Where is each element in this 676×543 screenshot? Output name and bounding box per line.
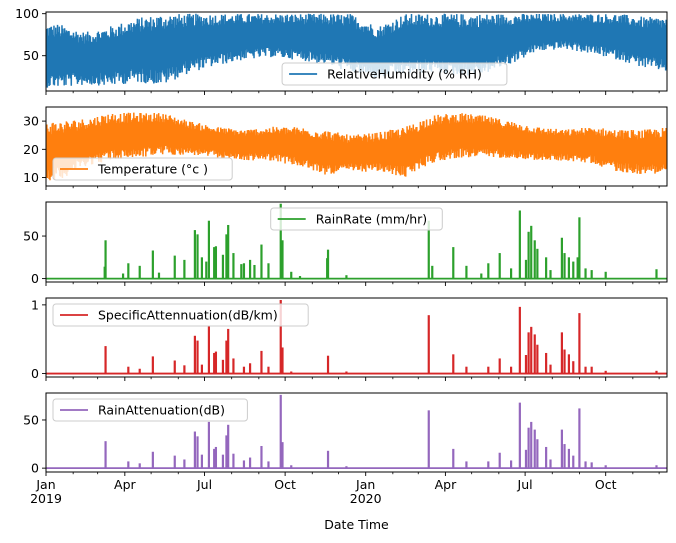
series-line <box>46 13 667 88</box>
legend: SpecificAttennuation(dB/km) <box>52 303 309 327</box>
y-tick-label: 20 <box>23 142 39 157</box>
subplot-5: 0 50 RainAttenuation(dB) <box>23 392 668 476</box>
legend-label: Temperature (°c ) <box>97 162 208 177</box>
legend-label: RainAttenuation(dB) <box>98 403 225 418</box>
axes-frame <box>45 106 668 187</box>
plot-area <box>46 300 667 375</box>
y-tick-label: 50 <box>23 412 39 427</box>
x-tick-label: Jan <box>35 477 55 492</box>
y-tick-label: 0 <box>31 271 39 286</box>
legend-box <box>52 157 233 181</box>
axes-frame <box>45 11 668 92</box>
plot-area <box>46 394 667 470</box>
x-tick-label: Oct <box>274 477 296 492</box>
y-tick-label: 100 <box>15 6 39 21</box>
x-tick-label: Apr <box>114 477 136 492</box>
y-tick-label: 0 <box>31 366 39 381</box>
x-tick-sublabel: 2019 <box>30 491 62 506</box>
y-tick-label: 10 <box>23 170 39 185</box>
y-tick-label: 50 <box>23 48 39 63</box>
legend-box <box>52 398 248 422</box>
legend-label: SpecificAttennuation(dB/km) <box>98 308 278 323</box>
series-line <box>46 112 667 181</box>
y-tick-label: 1 <box>31 297 39 312</box>
legend: RainAttenuation(dB) <box>52 398 248 422</box>
x-tick-label: Jul <box>517 477 533 492</box>
legend-box <box>281 62 508 86</box>
y-tick-label: 50 <box>23 229 39 244</box>
subplot-3: 0 50 RainRate (mm/hr) <box>23 201 668 286</box>
legend-label: RelativeHumidity (% RH) <box>327 67 482 82</box>
y-tick-label: 0 <box>31 461 39 476</box>
legend: RelativeHumidity (% RH) <box>281 62 508 86</box>
legend-label: RainRate (mm/hr) <box>316 212 427 227</box>
x-tick-label: Apr <box>435 477 457 492</box>
x-axis-label: Date Time <box>324 517 389 532</box>
y-tick-label: 30 <box>23 114 39 129</box>
x-tick-sublabel: 2020 <box>350 491 382 506</box>
x-tick-label: Oct <box>595 477 617 492</box>
subplot-1: 50 100 RelativeHumidity (% RH) <box>15 6 668 95</box>
plot-area <box>46 13 667 88</box>
axes-frame <box>45 201 668 283</box>
legend: RainRate (mm/hr) <box>270 207 443 231</box>
legend-box <box>52 303 309 327</box>
legend-box <box>270 207 443 231</box>
legend: Temperature (°c ) <box>52 157 233 181</box>
subplot-4: 0 1 SpecificAttennuation(dB/km) <box>31 297 668 381</box>
plot-area <box>46 112 667 181</box>
subplot-2: 10 20 30 Temperature (°c ) <box>23 106 668 190</box>
x-tick-label: Jul <box>196 477 212 492</box>
x-tick-label: Jan <box>355 477 375 492</box>
axes-frame <box>45 392 668 473</box>
axes-frame <box>45 297 668 378</box>
plot-area <box>46 203 667 280</box>
